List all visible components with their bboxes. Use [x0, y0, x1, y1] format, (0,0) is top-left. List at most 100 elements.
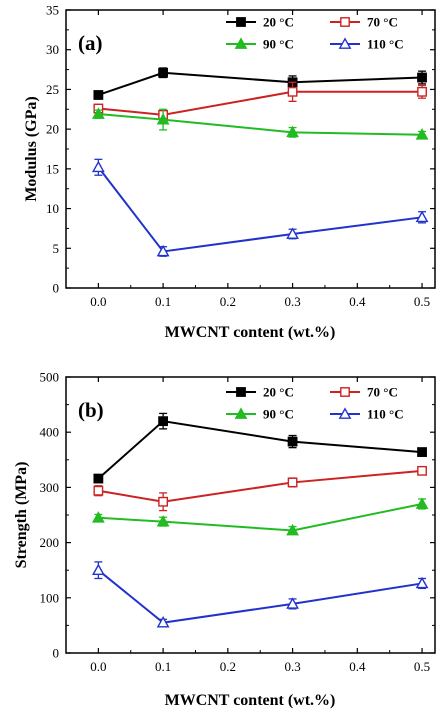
panel-b-data-point: [91, 511, 105, 523]
panel-a-series-3: [91, 158, 429, 257]
panel-a-data-point: [93, 90, 104, 100]
panel-a-y-axis-label: Modulus (GPa): [23, 96, 40, 201]
panel-a-series-line: [98, 71, 423, 96]
panel-a-x-tick-label: 0.4: [349, 294, 366, 309]
panel-b-series-line: [97, 420, 423, 480]
panel-a-legend: 20 °C 70 °C 90 °C 110 °C: [226, 15, 404, 52]
panel-b-legend-marker: [234, 407, 248, 419]
panel-b-data-point: [417, 465, 427, 476]
panel-a-legend-label: 20 °C: [263, 15, 294, 30]
panel-b-x-axis-label: MWCNT content (wt.%): [165, 692, 336, 709]
panel-b-data-point: [415, 497, 429, 509]
panel-b-data-point: [158, 496, 169, 507]
panel-a-y-tick-label: 15: [46, 161, 59, 176]
panel-a-legend-item: 20 °C: [226, 15, 294, 30]
panel-b-series-1: [93, 465, 427, 512]
panel-a-y-tick-label: 0: [53, 281, 60, 296]
panel-a-series-0: [93, 67, 427, 100]
panel-a-legend-marker: [340, 17, 350, 27]
panel-b-data-point: [91, 563, 105, 576]
panel-b-data-point: [286, 523, 299, 536]
panel-a-x-tick-label: 0.5: [414, 294, 430, 309]
panel-b-y-tick-label: 200: [40, 535, 60, 550]
panel-a-legend-marker: [338, 37, 352, 49]
panel-b-legend-item: 20 °C: [226, 385, 294, 400]
panel-a-y-tick-label: 10: [46, 201, 59, 216]
panel-b-data-point: [93, 473, 104, 484]
panel-a-y-tick-label: 35: [46, 3, 59, 18]
panel-a-plot-frame: [65, 9, 436, 289]
panel-b-series-line: [98, 502, 423, 532]
panel-b-legend-label: 110 °C: [367, 407, 404, 422]
panel-b-series-3: [91, 561, 429, 628]
panel-b-x-tick-label: 0.2: [220, 659, 236, 674]
panel-b-y-tick-label: 300: [40, 480, 60, 495]
panel-b-legend-marker: [338, 407, 352, 419]
panel-b-data-point: [158, 416, 169, 427]
panel-a-x-tick-label: 0.3: [284, 294, 300, 309]
panel-a-data-point: [417, 86, 427, 97]
panel-a-x-axis-label: MWCNT content (wt.%): [165, 324, 336, 341]
panel-b-data-point: [287, 477, 298, 488]
panel-a-data-point: [158, 67, 169, 78]
panel-a-legend-item: 90 °C: [226, 37, 294, 52]
panel-b-data-point: [286, 597, 299, 609]
panel-b-legend-item: 110 °C: [330, 407, 404, 422]
panel-b-letter: (b): [78, 398, 104, 422]
panel-b-series-line: [97, 569, 423, 624]
panel-a-legend-label: 110 °C: [367, 37, 404, 52]
panel-a-data-point: [286, 227, 299, 239]
panel-b-y-tick-label: 500: [40, 370, 60, 385]
panel-a-data-point: [417, 72, 427, 83]
panel-b-y-tick-label: 400: [40, 425, 60, 440]
panel-a-data-point: [156, 244, 170, 257]
panel-a-data-point: [415, 128, 429, 140]
panel-b-data-point: [93, 485, 104, 496]
panel-a-series-2: [91, 107, 429, 140]
panel-b-ticks: [66, 376, 435, 654]
panel-a-y-tick-label: 20: [46, 122, 59, 137]
panel-a-letter: (a): [78, 31, 103, 55]
panel-b-x-tick-labels: 0.0 0.1 0.2 0.3 0.4 0.5: [90, 659, 430, 674]
panel-a-series: [91, 67, 429, 257]
panel-a-x-tick-label: 0.2: [220, 294, 236, 309]
panel-b-y-tick-label: 100: [40, 590, 60, 605]
panel-b-legend-label: 20 °C: [263, 385, 294, 400]
panel-b-legend-marker: [340, 387, 350, 397]
panel-b-data-point: [417, 447, 427, 457]
panel-b-y-axis-label: Strength (MPa): [13, 462, 30, 569]
panel-a-modulus-chart: 0.0 0.1 0.2 0.3 0.4 0.5 0 5 10 15 20 25 30 35 (a) 20…: [23, 3, 436, 341]
panel-a-data-point: [287, 86, 298, 97]
panel-b-x-tick-label: 0.0: [90, 659, 106, 674]
panel-a-x-tick-labels: 0.0 0.1 0.2 0.3 0.4 0.5: [90, 294, 430, 309]
panel-a-series-line: [98, 113, 423, 136]
panel-a-legend-marker: [236, 17, 246, 27]
panel-b-legend-marker: [236, 387, 246, 397]
panel-a-legend-marker: [234, 37, 248, 49]
panel-a-data-point: [91, 160, 105, 173]
panel-a-series-line: [98, 90, 423, 116]
panel-a-y-tick-label: 25: [46, 82, 59, 97]
panel-a-x-tick-label: 0.0: [90, 294, 106, 309]
panel-a-data-point: [286, 125, 299, 138]
panel-b-x-tick-label: 0.3: [284, 659, 300, 674]
panel-a-data-point: [91, 107, 105, 119]
panel-a-y-tick-labels: 0 5 10 15 20 25 30 35: [46, 3, 59, 296]
panel-b-x-tick-label: 0.4: [349, 659, 366, 674]
panel-a-series-1: [93, 81, 427, 120]
panel-a-ticks: [66, 9, 435, 289]
panel-a-y-tick-label: 5: [53, 241, 60, 256]
panel-b-series-2: [91, 497, 429, 536]
panel-b-legend-label: 90 °C: [263, 407, 294, 422]
panel-a-legend-item: 70 °C: [330, 15, 398, 30]
panel-b-y-tick-labels: 0 100 200 300 400 500: [40, 370, 60, 661]
panel-b-x-tick-label: 0.1: [155, 659, 171, 674]
panel-a-legend-label: 90 °C: [263, 37, 294, 52]
panel-b-legend-item: 70 °C: [330, 385, 398, 400]
panel-b-data-point: [287, 436, 298, 447]
panel-b-legend-label: 70 °C: [367, 385, 398, 400]
panel-a-data-point: [415, 210, 429, 223]
panel-a-series-line: [97, 166, 423, 253]
panel-a-x-tick-label: 0.1: [155, 294, 171, 309]
